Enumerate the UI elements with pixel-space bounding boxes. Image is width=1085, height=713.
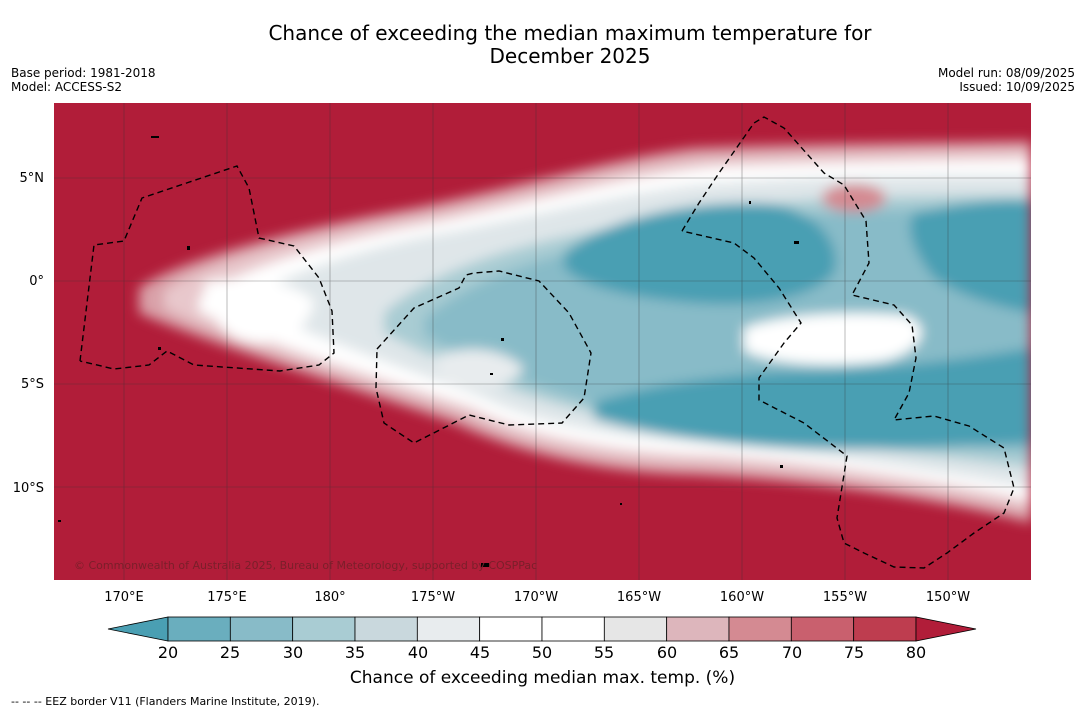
colorbar-extend-high bbox=[915, 616, 977, 642]
map-title-line2: December 2025 bbox=[489, 44, 651, 68]
lon-label-165w: 165°W bbox=[616, 590, 662, 605]
lon-label-150w: 150°W bbox=[925, 590, 971, 605]
colorbar-cell bbox=[354, 616, 418, 642]
colorbar-cell bbox=[728, 616, 792, 642]
colorbar-tick-60: 60 bbox=[656, 643, 678, 662]
forecast-map bbox=[54, 103, 1031, 580]
colorbar-cell bbox=[229, 616, 294, 642]
lat-label-5n: 5°N bbox=[19, 171, 45, 186]
colorbar-tick-50: 50 bbox=[531, 643, 553, 662]
colorbar-tick-20: 20 bbox=[157, 643, 179, 662]
lon-label-155w: 155°W bbox=[822, 590, 868, 605]
eez-borders bbox=[79, 116, 1015, 569]
colorbar-tick-70: 70 bbox=[781, 643, 803, 662]
lon-label-170w: 170°W bbox=[513, 590, 559, 605]
colorbar-tick-75: 75 bbox=[843, 643, 865, 662]
colorbar-tick-55: 55 bbox=[593, 643, 615, 662]
lon-label-175e: 175°E bbox=[207, 590, 247, 605]
base-period: Base period: 1981-2018 bbox=[11, 66, 156, 80]
colorbar-tick-45: 45 bbox=[469, 643, 491, 662]
lon-label-170e: 170°E bbox=[104, 590, 144, 605]
colorbar-tick-80: 80 bbox=[905, 643, 927, 662]
colorbar-extend-low bbox=[107, 616, 169, 642]
colorbar-tick-35: 35 bbox=[344, 643, 366, 662]
copyright-notice: © Commonwealth of Australia 2025, Bureau… bbox=[74, 559, 538, 572]
meta-right: Model run: 08/09/2025 Issued: 10/09/2025 bbox=[938, 66, 1075, 94]
island-outlines bbox=[58, 136, 799, 567]
lon-label-175w: 175°W bbox=[410, 590, 456, 605]
grid-lines bbox=[54, 103, 1031, 580]
colorbar-cell bbox=[541, 616, 605, 642]
colorbar bbox=[107, 616, 977, 642]
colorbar-cell bbox=[853, 616, 917, 642]
colorbar-tick-40: 40 bbox=[407, 643, 429, 662]
colorbar-label: Chance of exceeding median max. temp. (%… bbox=[349, 668, 736, 688]
colorbar-cell bbox=[666, 616, 730, 642]
colorbar-cell bbox=[167, 616, 231, 642]
lat-label-0: 0° bbox=[29, 274, 44, 289]
map-title-line1: Chance of exceeding the median maximum t… bbox=[268, 21, 872, 45]
colorbar-tick-30: 30 bbox=[282, 643, 304, 662]
lat-label-10s: 10°S bbox=[12, 481, 44, 496]
probability-field bbox=[139, 141, 1031, 523]
lon-label-160w: 160°W bbox=[719, 590, 765, 605]
model-run: Model run: 08/09/2025 bbox=[937, 66, 1075, 80]
colorbar-tick-65: 65 bbox=[718, 643, 740, 662]
lat-label-5s: 5°S bbox=[20, 377, 44, 392]
issued-date: Issued: 10/09/2025 bbox=[959, 80, 1075, 94]
colorbar-cell bbox=[603, 616, 668, 642]
colorbar-cell bbox=[292, 616, 356, 642]
colorbar-cell bbox=[479, 616, 543, 642]
meta-left: Base period: 1981-2018 Model: ACCESS-S2 bbox=[11, 66, 156, 94]
colorbar-cell bbox=[790, 616, 855, 642]
colorbar-tick-25: 25 bbox=[219, 643, 241, 662]
eez-footnote: -- -- -- EEZ border V11 (Flanders Marine… bbox=[11, 695, 320, 708]
colorbar-cell bbox=[416, 616, 481, 642]
lon-label-180: 180° bbox=[314, 590, 346, 605]
map-title: Chance of exceeding the median maximum t… bbox=[0, 22, 1085, 68]
model-name: Model: ACCESS-S2 bbox=[11, 80, 123, 94]
